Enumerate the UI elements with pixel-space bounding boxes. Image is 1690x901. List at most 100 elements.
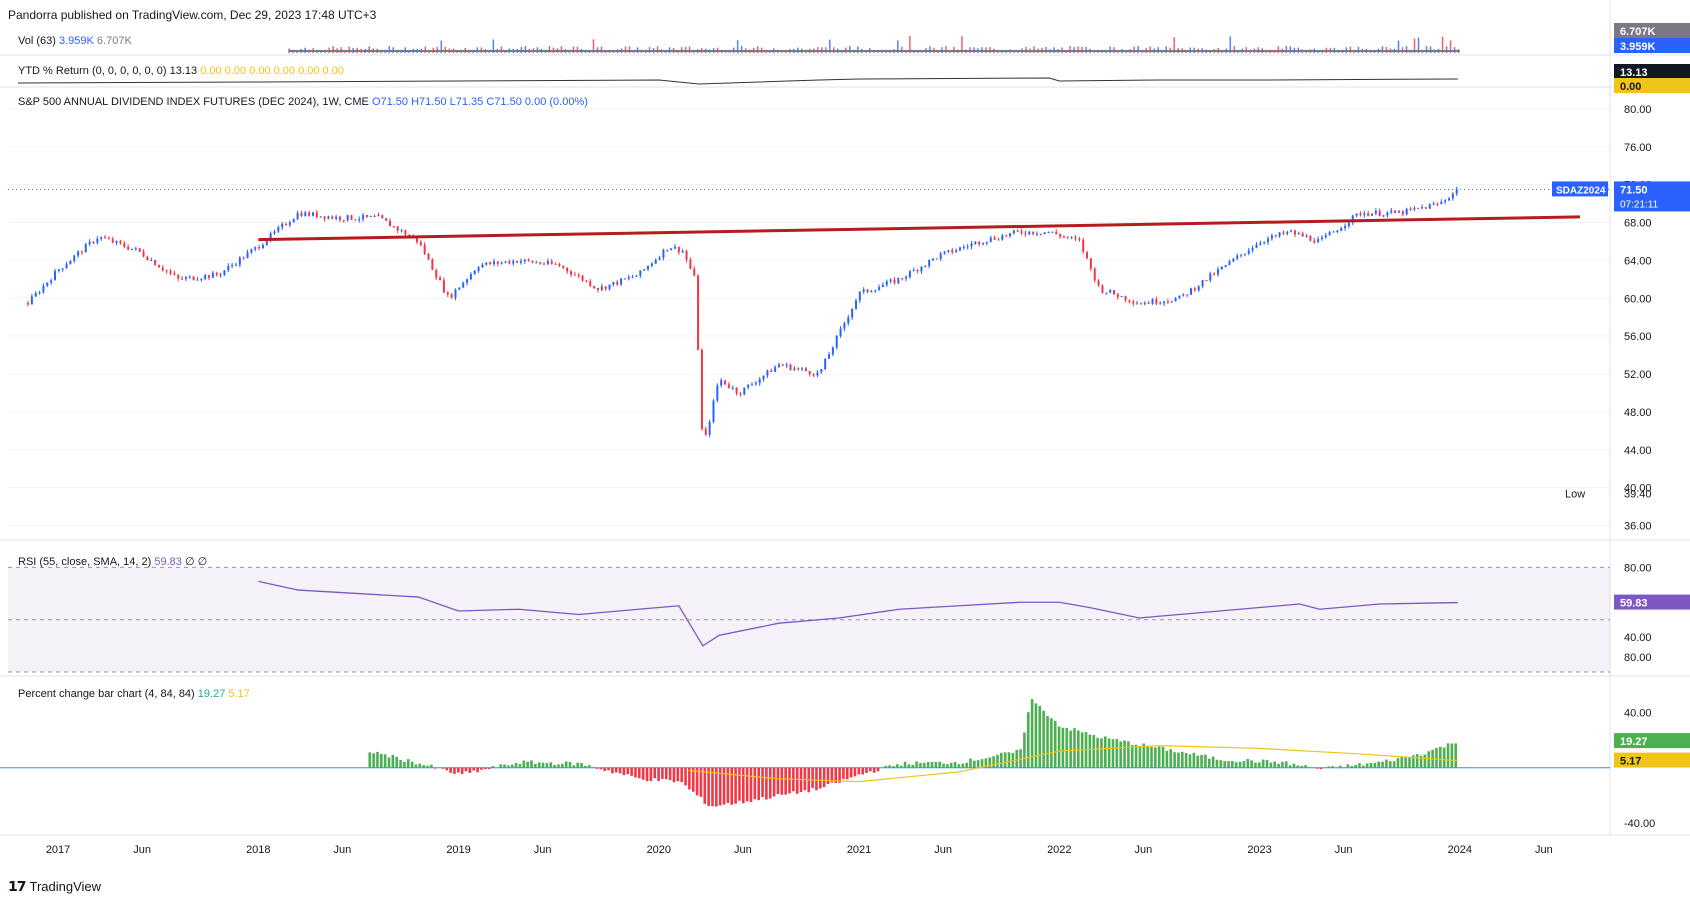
candle-body (670, 248, 673, 251)
candle-body (169, 271, 172, 274)
pct-bar (861, 767, 864, 775)
pct-bar (834, 767, 838, 783)
candle-body (943, 251, 946, 254)
candle-body (458, 287, 461, 290)
candle-body (1424, 207, 1427, 209)
candle-body (300, 213, 303, 217)
candle-body (1332, 231, 1335, 233)
x-tick-label: Jun (133, 844, 151, 856)
pct-bar (638, 767, 641, 779)
volume-bar (945, 46, 947, 53)
footer-brand[interactable]: TradingView (29, 879, 102, 894)
volume-bar (548, 46, 551, 53)
volume-bar (572, 46, 575, 53)
candle-body (808, 371, 811, 375)
pct-bar (1207, 758, 1211, 768)
pct-bar (699, 767, 703, 797)
candle-body (42, 285, 45, 293)
candle-body (539, 262, 542, 264)
pct-bar (1361, 765, 1365, 768)
candle-body (30, 296, 33, 305)
pct-bar (1146, 745, 1149, 768)
symbol-badge-bg (1552, 181, 1608, 197)
pct-bar (1161, 746, 1165, 768)
candle-body (319, 216, 322, 218)
pct-bar (1103, 736, 1107, 768)
published-header: Pandorra published on TradingView.com, D… (8, 8, 377, 22)
pct-bar (1200, 755, 1203, 768)
volume-bar (1085, 46, 1087, 53)
candle-body (415, 237, 418, 242)
pct-bar (576, 762, 580, 768)
candle-body (585, 280, 588, 282)
pct-bar (422, 765, 425, 768)
candle-body (492, 261, 495, 265)
footer: 𝟭𝟳 TradingView (8, 878, 101, 895)
pct-bar (1234, 762, 1238, 768)
pct-bar (468, 767, 472, 773)
pct-bar (946, 764, 949, 768)
pct-bar (1181, 751, 1184, 768)
pct-bar (607, 767, 610, 771)
candle-body (450, 294, 453, 298)
pct-bar (1365, 763, 1369, 768)
rsi-legend: RSI (55, close, SMA, 14, 2) 59.83 ∅ ∅ (18, 555, 207, 568)
candle-body (192, 276, 195, 280)
ytd-badge-zero: 0.00 (1620, 81, 1641, 93)
candle-body (1182, 294, 1185, 296)
pct-bar (480, 767, 483, 770)
candle-body (793, 368, 796, 370)
pct-bar (1454, 743, 1458, 768)
candle-body (111, 239, 114, 243)
candle-body (285, 224, 288, 226)
candle-body (1224, 264, 1227, 267)
candle-body (1440, 201, 1443, 204)
pct-bar (1281, 761, 1284, 768)
main-y-tick: 36.00 (1624, 521, 1652, 533)
pct-bar (919, 763, 922, 768)
volume-bar (1425, 46, 1428, 53)
volume-bar (656, 46, 659, 53)
volume-bar (1165, 46, 1167, 53)
pct-bar (557, 764, 560, 768)
candle-body (177, 274, 180, 279)
candle-body (993, 237, 996, 240)
pct-bar (530, 760, 533, 768)
candle-body (219, 274, 222, 276)
candle-body (523, 259, 526, 262)
candle-body (558, 264, 561, 266)
candle-body (700, 349, 703, 429)
candle-body (801, 368, 804, 370)
candle-body (466, 279, 469, 283)
candle-body (504, 261, 507, 263)
candle-body (473, 270, 476, 275)
pct-bar (1057, 726, 1061, 768)
candle-body (658, 257, 661, 260)
volume-bar (1173, 37, 1175, 53)
pct-bar (387, 757, 391, 768)
symbol-badge: SDAZ2024 (1556, 185, 1606, 196)
pct-bar (938, 761, 941, 768)
pct-bar (1042, 710, 1045, 768)
pct-bar (1265, 759, 1269, 768)
pct-bar (433, 767, 437, 769)
pct-bar (449, 767, 452, 773)
candle-body (1082, 239, 1085, 252)
candle-body (1001, 235, 1004, 240)
candle-body (1163, 301, 1166, 304)
volume-bar (897, 40, 899, 53)
candle-body (924, 265, 927, 267)
candle-body (1232, 258, 1235, 262)
tradingview-logo-icon[interactable]: 𝟭𝟳 (8, 878, 27, 894)
pct-bar (1392, 761, 1396, 768)
candle-body (997, 239, 1000, 241)
pct-bar (1046, 715, 1049, 768)
candle-body (269, 233, 272, 241)
main-y-tick: 60.00 (1624, 293, 1652, 305)
candle-body (446, 292, 449, 295)
candle-body (708, 421, 711, 435)
price-badge: 71.50 (1620, 184, 1648, 196)
candle-body (928, 260, 931, 266)
pct-bar (1377, 761, 1381, 768)
